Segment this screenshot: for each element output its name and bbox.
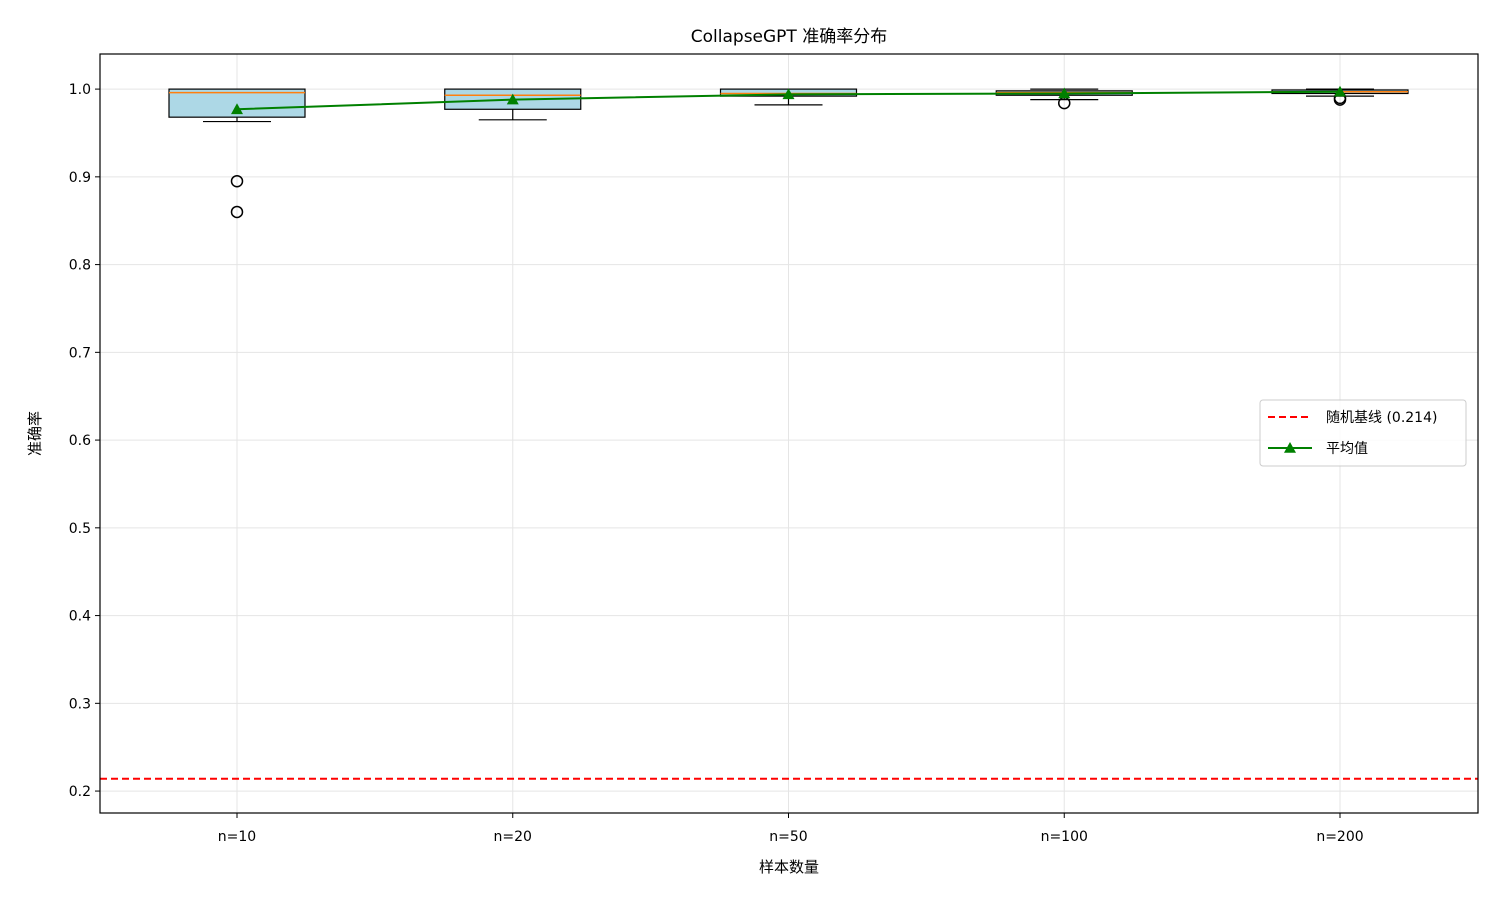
x-tick-label-0: n=10 bbox=[218, 829, 256, 845]
x-axis-title: 样本数量 bbox=[759, 858, 819, 876]
y-tick-label-5: 0.7 bbox=[69, 345, 91, 361]
y-tick-label-8: 1.0 bbox=[69, 82, 91, 98]
legend-reference-label: 随机基线 (0.214) bbox=[1326, 409, 1437, 426]
legend: 随机基线 (0.214) 平均值 bbox=[1259, 399, 1467, 467]
y-axis-title: 准确率 bbox=[26, 411, 44, 456]
y-tick-label-3: 0.5 bbox=[69, 521, 91, 537]
y-tick-label-6: 0.8 bbox=[69, 258, 91, 274]
legend-mean-marker bbox=[1284, 442, 1296, 453]
outlier-0-0 bbox=[230, 174, 244, 188]
mean-marker-0 bbox=[231, 103, 243, 115]
mean-marker-3 bbox=[1058, 87, 1071, 99]
y-tick-label-2: 0.4 bbox=[69, 609, 91, 625]
chart-title: CollapseGPT 准确率分布 bbox=[691, 27, 887, 47]
legend-mean-label: 平均值 bbox=[1326, 441, 1368, 457]
x-tick-label-3: n=100 bbox=[1041, 829, 1088, 845]
y-tick-label-4: 0.6 bbox=[69, 433, 91, 449]
y-tick-label-7: 0.9 bbox=[69, 170, 91, 186]
y-tick-label-0: 0.2 bbox=[69, 784, 91, 800]
outlier-0-1 bbox=[230, 205, 244, 219]
x-tick-label-1: n=20 bbox=[494, 829, 532, 845]
mean-marker-1 bbox=[506, 93, 519, 105]
mean-marker-4 bbox=[1334, 85, 1346, 97]
x-tick-label-2: n=50 bbox=[769, 829, 807, 845]
y-tick-label-1: 0.3 bbox=[69, 696, 91, 712]
mean-marker-2 bbox=[782, 88, 795, 100]
ticks-layer: 0.2 0.3 0.4 0.5 0.6 0.7 0.8 0.9 1.0 n=10 n=20 n=50 n… bbox=[69, 82, 1364, 845]
x-tick-label-4: n=200 bbox=[1316, 829, 1363, 845]
legend-box bbox=[1259, 399, 1467, 467]
mean-series-layer bbox=[231, 85, 1346, 115]
